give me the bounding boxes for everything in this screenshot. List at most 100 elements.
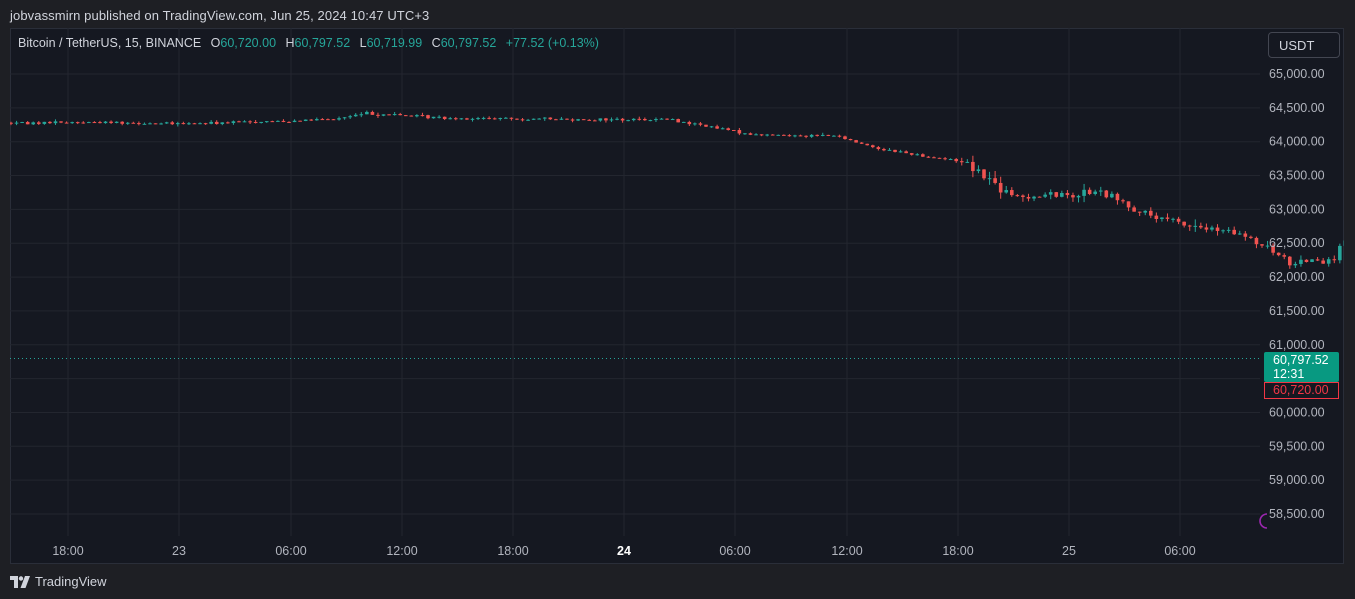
candle <box>631 118 636 122</box>
candle <box>481 116 486 120</box>
candle <box>320 118 325 121</box>
symbol-label[interactable]: Bitcoin / TetherUS, 15, BINANCE <box>18 36 202 50</box>
candle <box>965 159 970 163</box>
candle <box>1165 213 1170 222</box>
candle <box>1071 192 1075 202</box>
candle <box>342 116 347 120</box>
candle <box>198 122 202 125</box>
candle <box>826 134 831 137</box>
candle <box>1288 256 1292 269</box>
footer: TradingView <box>10 574 107 589</box>
footer-brand[interactable]: TradingView <box>35 574 107 589</box>
candle <box>248 120 252 125</box>
candle <box>153 123 158 125</box>
candle <box>348 114 352 120</box>
candle <box>909 152 914 156</box>
candle <box>114 121 119 124</box>
candle <box>242 120 247 123</box>
candle <box>287 121 291 123</box>
candle <box>1315 257 1320 262</box>
y-tick-label: 59,500.00 <box>1269 439 1325 453</box>
candle <box>565 118 569 120</box>
candle <box>1032 195 1036 202</box>
currency-button[interactable]: USDT <box>1268 32 1340 58</box>
candle <box>98 120 102 124</box>
candle <box>681 121 686 123</box>
candle <box>10 121 13 126</box>
candle <box>309 119 314 121</box>
candle <box>726 127 731 131</box>
y-tick-label: 64,000.00 <box>1269 135 1325 149</box>
candle <box>1260 244 1264 248</box>
x-tick-label: 06:00 <box>275 544 306 558</box>
x-tick-label: 06:00 <box>1164 544 1195 558</box>
candle <box>303 119 308 122</box>
candle <box>1332 255 1337 264</box>
candle <box>665 118 669 120</box>
candle <box>270 120 275 123</box>
candle <box>64 121 69 124</box>
candle <box>498 117 503 121</box>
candle <box>454 117 458 121</box>
candle <box>203 122 208 125</box>
candle <box>676 118 680 123</box>
y-tick-label: 63,000.00 <box>1269 202 1325 216</box>
candle <box>14 120 19 126</box>
candle <box>898 149 903 153</box>
candle <box>987 171 992 185</box>
candle <box>187 122 191 125</box>
high-value: 60,797.52 <box>294 36 351 50</box>
candle <box>176 121 180 127</box>
candle <box>448 116 453 120</box>
candle <box>915 153 920 156</box>
candle <box>48 121 52 124</box>
candle <box>1060 190 1064 198</box>
candle <box>214 120 219 125</box>
candle <box>465 117 469 120</box>
candle <box>298 120 302 122</box>
candle <box>1160 217 1164 222</box>
candle <box>593 119 597 122</box>
candle <box>1321 257 1325 264</box>
candle <box>87 121 91 124</box>
candle <box>1126 201 1131 212</box>
candle <box>848 138 853 141</box>
candle <box>509 117 514 121</box>
chart-pane[interactable] <box>10 28 1344 564</box>
candle <box>1326 256 1331 267</box>
candle <box>365 110 369 115</box>
candle <box>1048 189 1053 200</box>
candle <box>1054 191 1059 198</box>
candle <box>131 121 136 124</box>
candle <box>843 135 847 140</box>
tradingview-logo-icon[interactable] <box>10 575 30 588</box>
open-price-tag: 60,720.00 <box>1264 382 1339 399</box>
candle <box>587 119 592 121</box>
candle <box>1304 259 1309 263</box>
candle <box>882 147 886 152</box>
candle <box>576 118 580 122</box>
candle <box>59 121 63 124</box>
candle <box>209 120 213 125</box>
candle <box>1043 192 1047 198</box>
candle <box>865 143 870 146</box>
candle <box>948 158 953 161</box>
candle <box>859 142 864 145</box>
candle <box>932 156 936 159</box>
candle <box>370 110 375 115</box>
candle <box>732 129 736 132</box>
y-tick-label: 60,000.00 <box>1269 405 1325 419</box>
candle <box>709 125 714 128</box>
candle <box>971 155 975 178</box>
price-chart[interactable]: 65,000.00 64,500.00 64,000.00 63,500.00 63,0… <box>10 28 1344 564</box>
x-tick-label: 18:00 <box>942 544 973 558</box>
y-tick-label: 62,000.00 <box>1269 270 1325 284</box>
candle <box>1132 205 1136 212</box>
candle <box>765 133 769 137</box>
y-tick-label: 62,500.00 <box>1269 236 1325 250</box>
candle <box>237 120 241 123</box>
candle <box>1015 194 1020 197</box>
candle <box>164 121 169 124</box>
y-tick-label: 58,500.00 <box>1269 507 1325 521</box>
candle <box>1282 253 1287 260</box>
